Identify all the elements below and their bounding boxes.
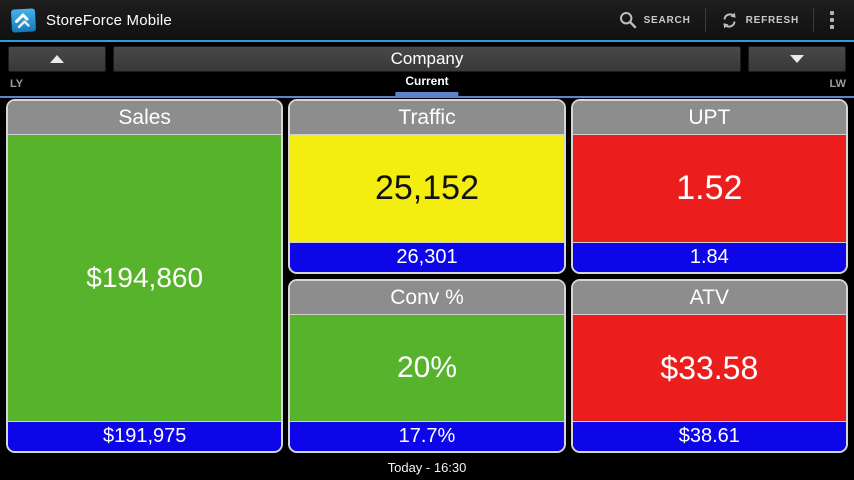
search-label: SEARCH [643,14,691,26]
tile-comparison-value: 26,301 [290,242,564,272]
tile-comparison-value: 17.7% [290,421,564,451]
search-button[interactable]: SEARCH [611,5,699,35]
search-icon [619,11,637,29]
action-bar-divider [704,8,706,32]
tile-title: ATV [572,281,846,315]
action-bar-accent-line [0,40,854,42]
expand-down-button[interactable] [748,46,846,72]
app-title: StoreForce Mobile [46,11,172,29]
tile-value: $194,860 [8,135,282,421]
tile-comparison-value: 1.84 [572,242,846,272]
status-bar: Today - 16:30 [0,453,854,480]
refresh-icon [720,11,739,30]
refresh-button[interactable]: REFRESH [712,5,807,36]
tile-sales[interactable]: Sales $194,860 $191,975 [6,99,284,453]
action-bar: StoreForce Mobile SEARCH [0,0,854,40]
refresh-label: REFRESH [745,14,799,26]
tile-value: 25,152 [290,135,564,242]
tile-title: Traffic [290,101,564,135]
storeforce-logo-icon [10,7,37,34]
overflow-menu-button[interactable] [820,7,844,33]
collapse-up-button[interactable] [8,46,106,72]
scope-selector-row: Company [0,44,854,74]
tile-traffic[interactable]: Traffic 25,152 26,301 [288,99,566,274]
tile-comparison-value: $38.61 [572,421,846,451]
action-bar-actions: SEARCH REFRESH [611,5,844,36]
action-bar-divider [813,8,814,32]
tile-value: $33.58 [572,315,846,421]
tab-current[interactable]: Current [395,74,459,98]
tile-atv[interactable]: ATV $33.58 $38.61 [570,279,848,453]
tab-lw[interactable]: LW [829,78,847,90]
tile-conv[interactable]: Conv % 20% 17.7% [288,279,566,453]
tab-strip-underline [0,96,854,98]
tile-title: UPT [572,101,846,135]
tile-comparison-value: $191,975 [8,421,282,451]
tile-upt[interactable]: UPT 1.52 1.84 [570,99,848,274]
chevron-down-icon [790,55,804,63]
tile-title: Conv % [290,281,564,315]
tile-value: 20% [290,315,564,421]
scope-spinner[interactable]: Company [113,46,741,72]
tile-title: Sales [8,101,282,135]
overflow-dot-icon [830,18,834,22]
overflow-dot-icon [830,25,834,29]
overflow-dot-icon [830,11,834,15]
app-identity: StoreForce Mobile [10,7,172,34]
tile-value: 1.52 [572,135,846,242]
chevron-up-icon [50,55,64,63]
status-timestamp: Today - 16:30 [387,460,467,475]
period-tab-strip: LY Current LW [0,74,854,98]
tab-ly[interactable]: LY [10,78,24,90]
kpi-grid: Sales $194,860 $191,975 Traffic 25,152 2… [0,99,854,453]
